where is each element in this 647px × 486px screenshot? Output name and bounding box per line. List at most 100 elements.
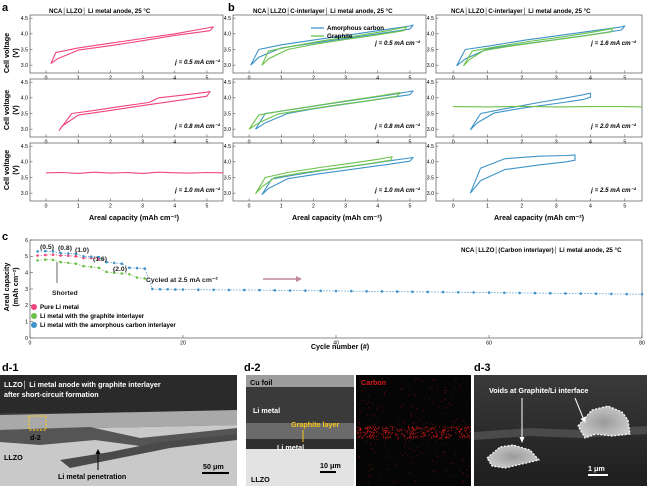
carbon-dot [357, 432, 359, 434]
carbon-dot [359, 410, 361, 412]
carbon-dot [387, 469, 389, 470]
series-line-b3-1 [255, 156, 393, 195]
cycle-point-2 [82, 254, 85, 258]
xtick-label-a1: 3 [141, 76, 144, 82]
cycle-point-2 [533, 291, 537, 295]
carbon-dot [434, 449, 436, 451]
carbon-dot [362, 437, 364, 439]
carbon-dot [445, 437, 447, 439]
current-density-b2: j = 0.8 mA cm⁻² [374, 123, 421, 130]
carbon-dot [440, 437, 442, 439]
carbon-dot [416, 427, 418, 429]
cycle-point-0 [59, 254, 62, 257]
carbon-dot [441, 438, 443, 440]
carbon-dot [382, 426, 384, 428]
carbon-dot [413, 437, 414, 439]
carbon-dot [456, 426, 458, 428]
carbon-dot [375, 428, 377, 430]
xtick-label-a1: 4 [173, 76, 176, 82]
ytick-label-b1: 3.0 [224, 63, 231, 69]
carbon-dot [377, 407, 379, 409]
carbon-dot [416, 408, 418, 410]
xtick-label-a3: 1 [77, 204, 80, 210]
carbon-dot [375, 431, 377, 433]
cycle-point-2 [44, 249, 47, 253]
ytick-label-a3: 3.0 [21, 191, 28, 197]
ylabel-c: Areal capacity (mAh cm⁻²) [2, 263, 20, 312]
ytick-label-c: 2 [25, 303, 28, 309]
carbon-dot [390, 426, 392, 428]
carbon-dot [433, 475, 435, 477]
carbon-dot [383, 435, 384, 437]
carbon-dot [398, 431, 400, 432]
carbon-dot [438, 437, 440, 439]
carbon-map-label: Carbon [361, 378, 386, 387]
carbon-dot [435, 436, 437, 438]
carbon-dot [412, 430, 414, 432]
carbon-dot [396, 464, 398, 466]
carbon-dot [448, 437, 450, 439]
carbon-dot [443, 432, 445, 434]
carbon-dot [447, 433, 449, 435]
panel-label-c: c [2, 231, 8, 243]
carbon-dot [468, 465, 470, 467]
current-density-b5: j = 2.0 mA cm⁻² [590, 123, 637, 130]
carbon-dot [411, 436, 413, 438]
carbon-dot [375, 436, 377, 438]
carbon-dot [406, 430, 408, 432]
legend-c-graphite-label: Li metal with the graphite interlayer [40, 313, 145, 320]
cycle-point-2 [51, 250, 55, 253]
carbon-dot [467, 426, 469, 428]
carbon-dot [376, 430, 378, 432]
carbon-dot [381, 429, 383, 431]
carbon-dot [444, 430, 446, 432]
panel-label-b: b [228, 2, 235, 14]
series-line-b5-1 [453, 105, 643, 108]
carbon-dot [416, 431, 418, 433]
carbon-dot [385, 437, 387, 439]
carbon-dot [370, 434, 371, 435]
cycle-point-1 [120, 272, 124, 275]
cycle-point-2 [426, 290, 430, 294]
sem-image-d2: Cu foil Li metal Graphite layer Li metal… [246, 375, 354, 486]
carbon-dot [364, 434, 366, 436]
carbon-dot [407, 394, 409, 396]
carbon-dot [391, 426, 393, 428]
xtick-label-b4: 4 [589, 76, 592, 82]
ytick-label-c: 3 [25, 287, 28, 293]
carbon-dot [461, 432, 463, 434]
carbon-dot [441, 457, 443, 459]
ytick-label-a2: 3.5 [21, 111, 28, 117]
ytick-label-b4: 4.5 [427, 16, 434, 22]
cycle-point-2 [640, 292, 644, 296]
carbon-dot [444, 392, 446, 394]
xlabel-c: Cycle number (#) [311, 342, 370, 351]
ytick-label-b2: 4.0 [224, 96, 231, 102]
cycle-point-2 [227, 288, 231, 292]
carbon-dot [450, 404, 452, 406]
cycle-point-2 [594, 292, 598, 296]
carbon-dot [384, 427, 386, 429]
panel-label-d3: d-3 [474, 362, 491, 374]
xtick-label-b6: 1 [486, 204, 489, 210]
carbon-dot [469, 430, 471, 432]
carbon-dot [400, 428, 402, 430]
carbon-dot [384, 394, 386, 395]
carbon-dot [413, 436, 414, 438]
cycle-point-1 [51, 258, 55, 262]
cycle-point-2 [105, 260, 108, 264]
carbon-dot [388, 429, 390, 431]
ytick-label-b3: 3.0 [224, 191, 231, 197]
carbon-dot [363, 432, 365, 433]
ytick-label-b3: 4.0 [224, 160, 231, 166]
d2-cu-foil-label: Cu foil [250, 378, 272, 387]
ytick-label-a1: 3.5 [21, 47, 28, 53]
current-density-b3: j = 1.0 mA cm⁻² [374, 187, 421, 194]
xtick-label-a1: 1 [77, 76, 80, 82]
carbon-dot [408, 447, 410, 449]
xtick-label-b1: 0 [248, 76, 251, 82]
carbon-dot [381, 434, 383, 436]
carbon-dot [467, 427, 469, 429]
cycle-point-1 [59, 260, 62, 264]
carbon-dot [358, 423, 360, 425]
